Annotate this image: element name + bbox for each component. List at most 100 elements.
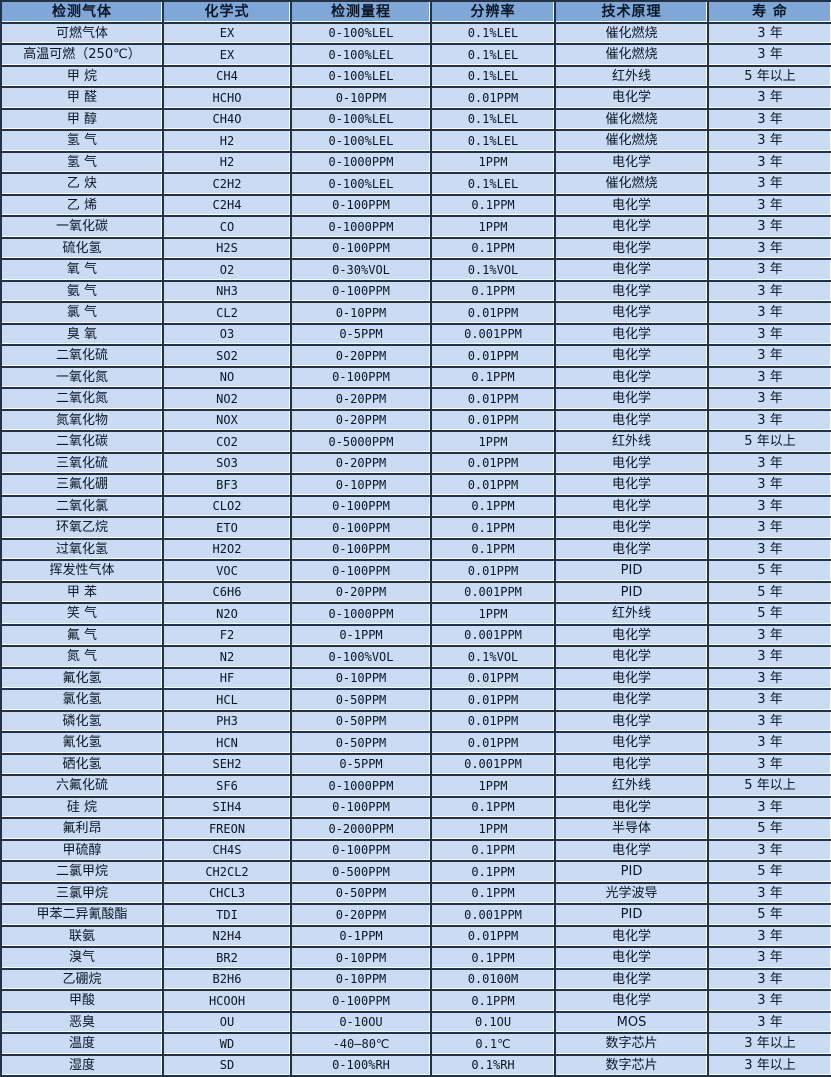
column-header-gas: 检测气体 bbox=[0, 0, 164, 24]
cell-resolution: 0.001PPM bbox=[430, 580, 556, 604]
cell-lifespan: 3 年 bbox=[707, 451, 831, 475]
cell-technology: 电化学 bbox=[554, 344, 709, 368]
cell-technology: 电化学 bbox=[554, 365, 709, 389]
cell-formula: EX bbox=[162, 21, 292, 45]
table-row: 氯 气 CL2 0-10PPM 0.01PPM 电化学 3 年 bbox=[0, 301, 831, 325]
cell-formula: HF bbox=[162, 666, 292, 690]
cell-resolution: 0.001PPM bbox=[430, 322, 556, 346]
cell-formula: ETO bbox=[162, 516, 292, 540]
cell-gas: 氮 气 bbox=[0, 645, 164, 669]
column-header-range: 检测量程 bbox=[290, 0, 432, 24]
cell-range: 0-100%LEL bbox=[290, 172, 432, 196]
cell-lifespan: 3 年 bbox=[707, 236, 831, 260]
cell-gas: 臭 氧 bbox=[0, 322, 164, 346]
cell-lifespan: 3 年 bbox=[707, 1010, 831, 1034]
table-header: 检测气体 化学式 检测量程 分辨率 技术原理 寿 命 bbox=[0, 0, 831, 24]
cell-gas: 氯化氢 bbox=[0, 688, 164, 712]
cell-technology: PID bbox=[554, 903, 709, 927]
cell-resolution: 0.01PPM bbox=[430, 408, 556, 432]
cell-lifespan: 5 年以上 bbox=[707, 64, 831, 88]
cell-range: 0-100PPM bbox=[290, 279, 432, 303]
cell-range: 0-100%RH bbox=[290, 1053, 432, 1077]
table-row: 氨 气 NH3 0-100PPM 0.1PPM 电化学 3 年 bbox=[0, 279, 831, 303]
table-row: 六氟化硫 SF6 0-1000PPM 1PPM 红外线 5 年以上 bbox=[0, 774, 831, 798]
cell-gas: 挥发性气体 bbox=[0, 559, 164, 583]
cell-formula: CH4 bbox=[162, 64, 292, 88]
cell-gas: 氨 气 bbox=[0, 279, 164, 303]
cell-formula: CO2 bbox=[162, 430, 292, 454]
cell-technology: 催化燃烧 bbox=[554, 172, 709, 196]
cell-resolution: 0.1%RH bbox=[430, 1053, 556, 1077]
cell-formula: TDI bbox=[162, 903, 292, 927]
cell-lifespan: 5 年 bbox=[707, 559, 831, 583]
cell-gas: 甲 烷 bbox=[0, 64, 164, 88]
cell-formula: B2H6 bbox=[162, 967, 292, 991]
cell-range: 0-1000PPM bbox=[290, 215, 432, 239]
cell-formula: CH2CL2 bbox=[162, 860, 292, 884]
cell-gas: 氰化氢 bbox=[0, 731, 164, 755]
cell-lifespan: 3 年 bbox=[707, 795, 831, 819]
cell-formula: SO3 bbox=[162, 451, 292, 475]
cell-lifespan: 3 年 bbox=[707, 924, 831, 948]
cell-lifespan: 5 年 bbox=[707, 580, 831, 604]
table-row: 环氧乙烷 ETO 0-100PPM 0.1PPM 电化学 3 年 bbox=[0, 516, 831, 540]
cell-range: 0-10PPM bbox=[290, 86, 432, 110]
cell-formula: HCOOH bbox=[162, 989, 292, 1013]
cell-gas: 甲 醛 bbox=[0, 86, 164, 110]
table-row: 氰化氢 HCN 0-50PPM 0.01PPM 电化学 3 年 bbox=[0, 731, 831, 755]
cell-gas: 溴气 bbox=[0, 946, 164, 970]
cell-technology: 红外线 bbox=[554, 774, 709, 798]
table-row: 湿度 SD 0-100%RH 0.1%RH 数字芯片 3 年以上 bbox=[0, 1053, 831, 1077]
cell-resolution: 0.01PPM bbox=[430, 688, 556, 712]
cell-range: 0-20PPM bbox=[290, 387, 432, 411]
cell-formula: NO2 bbox=[162, 387, 292, 411]
cell-gas: 氧 气 bbox=[0, 258, 164, 282]
cell-resolution: 0.1PPM bbox=[430, 193, 556, 217]
cell-gas: 硅 烷 bbox=[0, 795, 164, 819]
cell-lifespan: 3 年 bbox=[707, 688, 831, 712]
cell-gas: 温度 bbox=[0, 1032, 164, 1056]
cell-range: -40—80℃ bbox=[290, 1032, 432, 1056]
cell-lifespan: 3 年 bbox=[707, 537, 831, 561]
cell-resolution: 0.1PPM bbox=[430, 881, 556, 905]
cell-technology: 电化学 bbox=[554, 838, 709, 862]
table-row: 氟 气 F2 0-1PPM 0.001PPM 电化学 3 年 bbox=[0, 623, 831, 647]
cell-technology: 电化学 bbox=[554, 795, 709, 819]
table-row: 恶臭 OU 0-10OU 0.1OU MOS 3 年 bbox=[0, 1010, 831, 1034]
cell-gas: 三氧化硫 bbox=[0, 451, 164, 475]
cell-gas: 氯 气 bbox=[0, 301, 164, 325]
cell-formula: CLO2 bbox=[162, 494, 292, 518]
cell-range: 0-100%LEL bbox=[290, 64, 432, 88]
cell-gas: 一氧化氮 bbox=[0, 365, 164, 389]
cell-technology: 电化学 bbox=[554, 709, 709, 733]
cell-resolution: 0.1PPM bbox=[430, 279, 556, 303]
cell-range: 0-20PPM bbox=[290, 451, 432, 475]
cell-resolution: 0.1%LEL bbox=[430, 21, 556, 45]
cell-resolution: 0.01PPM bbox=[430, 731, 556, 755]
table-row: 氧 气 O2 0-30%VOL 0.1%VOL 电化学 3 年 bbox=[0, 258, 831, 282]
cell-lifespan: 3 年以上 bbox=[707, 1053, 831, 1077]
table-row: 一氧化碳 CO 0-1000PPM 1PPM 电化学 3 年 bbox=[0, 215, 831, 239]
cell-range: 0-10PPM bbox=[290, 473, 432, 497]
table-row: 硅 烷 SIH4 0-100PPM 0.1PPM 电化学 3 年 bbox=[0, 795, 831, 819]
cell-gas: 过氧化氢 bbox=[0, 537, 164, 561]
cell-technology: 电化学 bbox=[554, 967, 709, 991]
cell-technology: 电化学 bbox=[554, 408, 709, 432]
cell-resolution: 1PPM bbox=[430, 150, 556, 174]
table-row: 氮氧化物 NOX 0-20PPM 0.01PPM 电化学 3 年 bbox=[0, 408, 831, 432]
cell-technology: 电化学 bbox=[554, 150, 709, 174]
cell-gas: 二氧化氮 bbox=[0, 387, 164, 411]
cell-technology: 电化学 bbox=[554, 387, 709, 411]
cell-range: 0-50PPM bbox=[290, 709, 432, 733]
cell-resolution: 0.1PPM bbox=[430, 838, 556, 862]
cell-gas: 甲苯二异氰酸酯 bbox=[0, 903, 164, 927]
cell-resolution: 0.1%LEL bbox=[430, 64, 556, 88]
cell-formula: N2H4 bbox=[162, 924, 292, 948]
cell-resolution: 0.1PPM bbox=[430, 537, 556, 561]
cell-range: 0-10PPM bbox=[290, 946, 432, 970]
cell-gas: 乙 炔 bbox=[0, 172, 164, 196]
cell-lifespan: 3 年 bbox=[707, 946, 831, 970]
cell-resolution: 0.1%LEL bbox=[430, 43, 556, 67]
cell-lifespan: 3 年 bbox=[707, 645, 831, 669]
cell-lifespan: 3 年 bbox=[707, 193, 831, 217]
